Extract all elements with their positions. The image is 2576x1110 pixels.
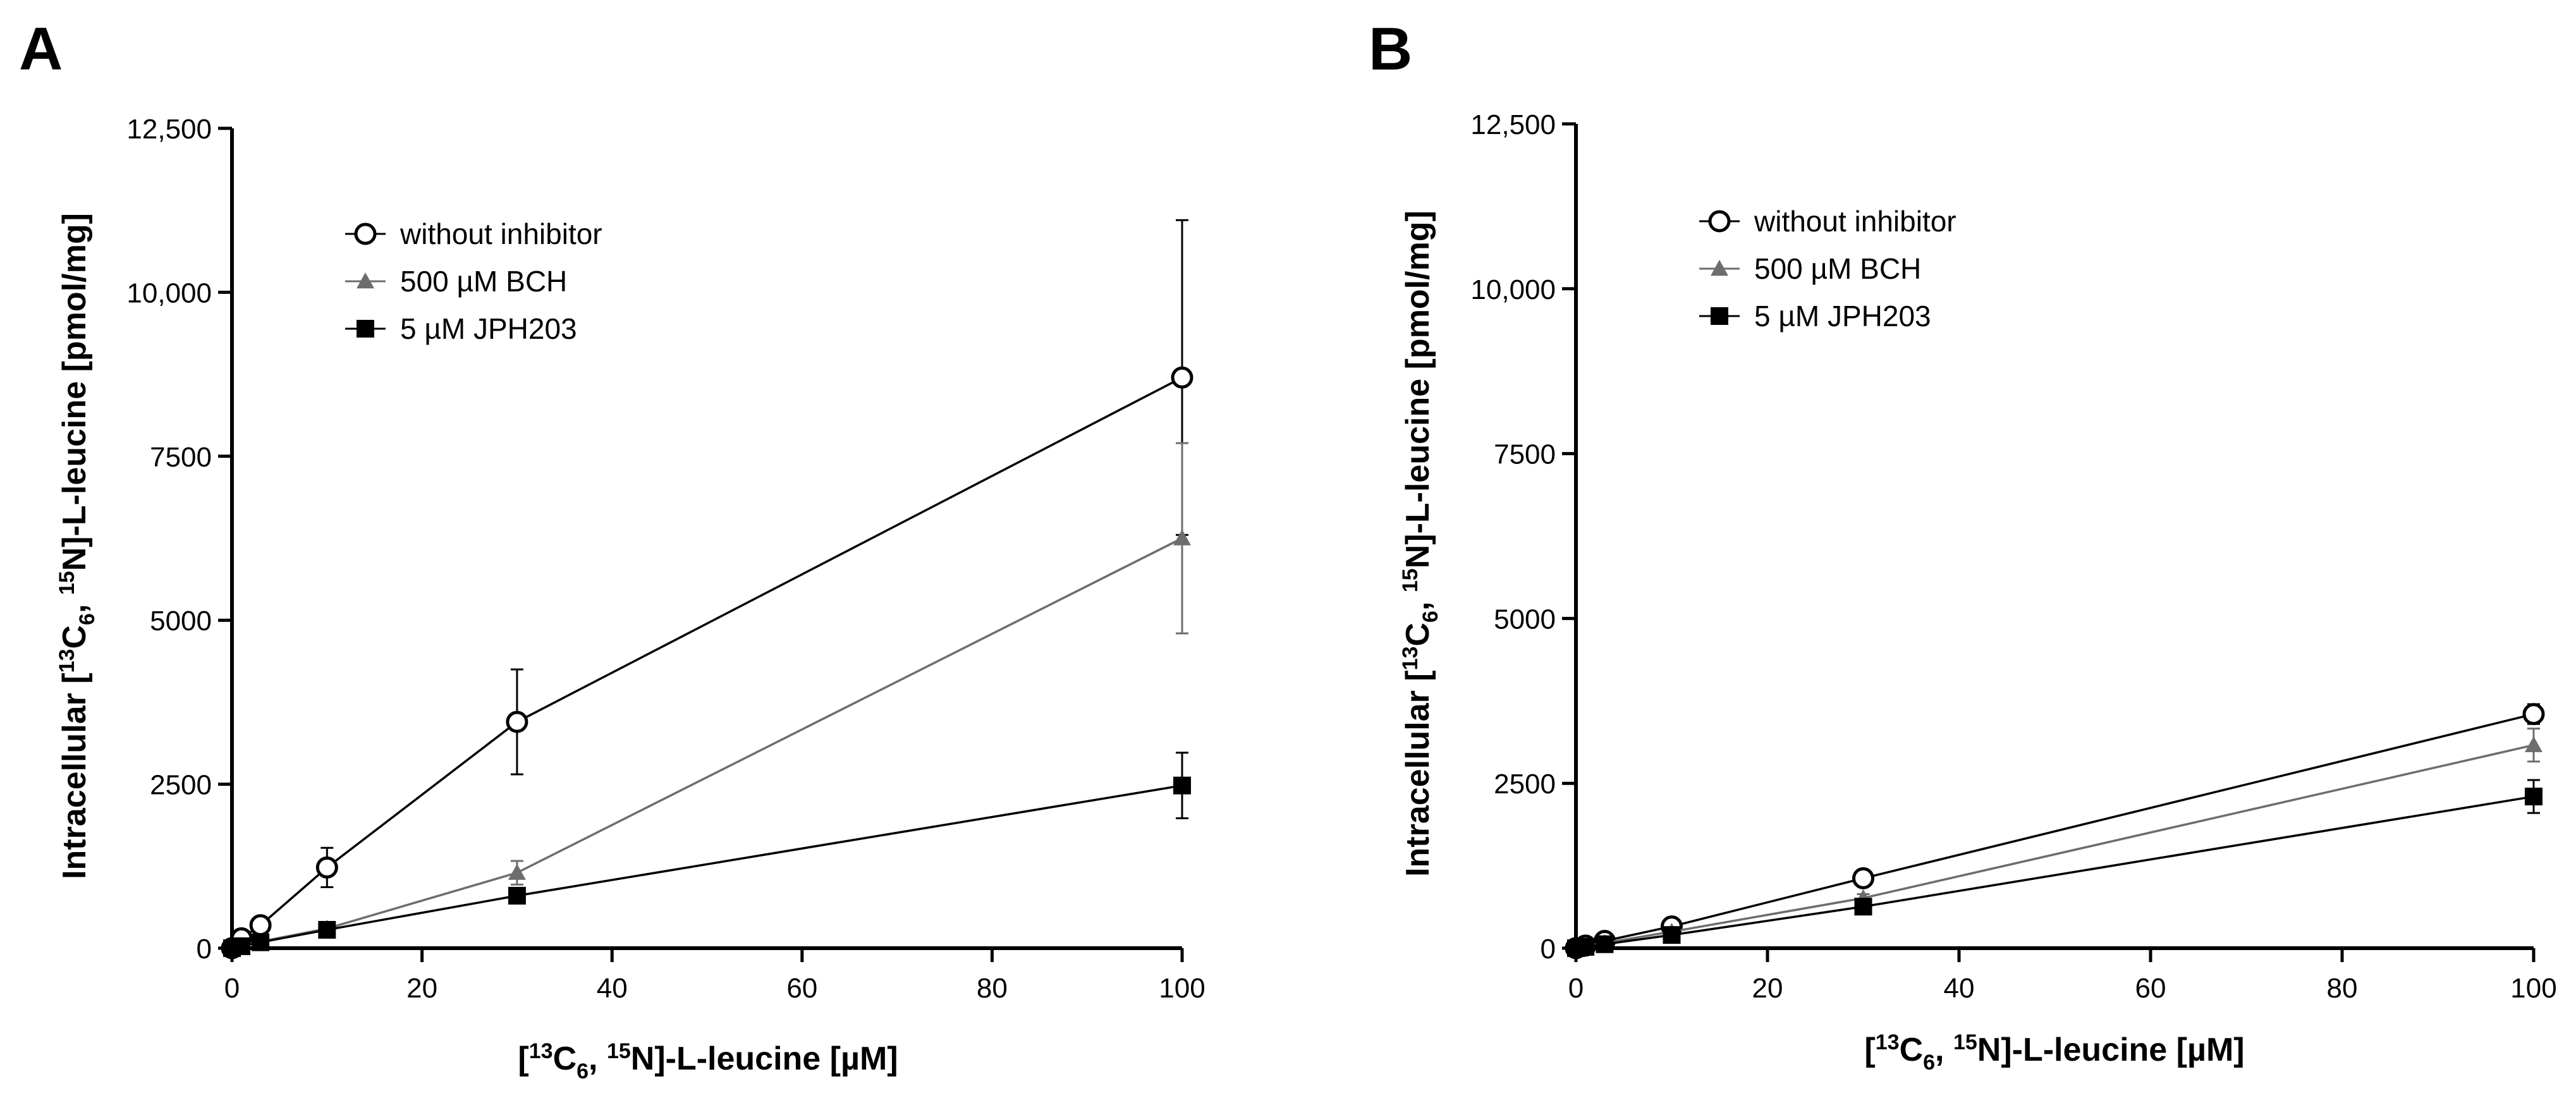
data-point: [1596, 935, 1614, 953]
x-tick-label: 60: [786, 973, 817, 1004]
x-tick-label: 60: [2135, 973, 2166, 1004]
data-point: [318, 920, 336, 939]
data-point: [506, 711, 528, 733]
legend-marker: [354, 223, 377, 245]
data-point: [249, 914, 272, 937]
y-tick-label: 12,500: [126, 114, 212, 145]
legend-marker: [357, 320, 374, 338]
y-tick-label: 0: [1541, 934, 1556, 965]
panel-b: B Intracellular [13C6, 15N]-L-leucine [p…: [1369, 15, 2557, 1075]
legend-item: 5 µM JPH203: [345, 312, 577, 345]
x-tick-label: 0: [224, 973, 240, 1004]
legend-item: 500 µM BCH: [1699, 252, 1921, 285]
data-point: [2525, 788, 2542, 806]
legend-item: 5 µM JPH203: [1699, 300, 1931, 332]
panel-letter-a: A: [19, 15, 63, 83]
panel-a: A Intracellular [13C6, 15N]-L-leucine [p…: [19, 15, 1206, 1083]
y-tick-label: 2500: [150, 770, 212, 801]
data-point: [1852, 867, 1874, 889]
data-point: [315, 856, 338, 879]
legend-label: 500 µM BCH: [1754, 252, 1921, 285]
x-tick-label: 40: [1944, 973, 1975, 1004]
y-axis-title: Intracellular [13C6, 15N]-L-leucine [pmo…: [1398, 210, 1443, 877]
y-tick-label: 7500: [1494, 439, 1556, 470]
x-tick-label: 80: [977, 973, 1008, 1004]
series-line: [1575, 743, 2534, 949]
x-tick-label: 100: [1159, 973, 1205, 1004]
series-square: [1567, 779, 2542, 957]
data-point: [2525, 736, 2542, 752]
data-point: [508, 886, 526, 905]
series-triangle: [223, 442, 1191, 956]
legend-marker: [1711, 260, 1728, 276]
series-triangle: [1567, 728, 2542, 956]
data-point: [2522, 703, 2545, 726]
y-axis-title: Intracellular [13C6, 15N]-L-leucine [pmo…: [55, 213, 99, 879]
legend-label: 5 µM JPH203: [1754, 300, 1931, 332]
y-tick-label: 5000: [1494, 604, 1556, 635]
data-point: [233, 937, 251, 955]
x-tick-label: 20: [406, 973, 437, 1004]
data-point: [252, 933, 270, 951]
data-point: [1663, 926, 1681, 944]
x-axis-title: [13C6, 15N]-L-leucine [µM]: [1864, 1030, 2244, 1075]
series-square: [223, 752, 1191, 957]
x-tick-label: 40: [597, 973, 628, 1004]
x-tick-label: 20: [1752, 973, 1783, 1004]
y-tick-label: 5000: [150, 606, 212, 637]
legend-label: without inhibitor: [400, 217, 602, 250]
panel-letter-b: B: [1369, 15, 1412, 83]
series-line: [1575, 712, 2534, 949]
y-tick-label: 10,000: [126, 278, 212, 308]
legend-label: 5 µM JPH203: [400, 312, 577, 345]
data-point: [1171, 366, 1193, 389]
series-line: [1575, 795, 2534, 949]
y-tick-label: 12,500: [1470, 109, 1556, 140]
series-line: [231, 376, 1183, 949]
legend-marker: [1711, 307, 1728, 325]
data-point: [1854, 898, 1872, 916]
legend-item: 500 µM BCH: [345, 265, 567, 298]
series-open-circle: [1565, 703, 2545, 960]
legend-label: 500 µM BCH: [400, 265, 567, 298]
legend-item: without inhibitor: [345, 217, 602, 250]
series-line: [231, 537, 1183, 949]
x-tick-label: 0: [1568, 973, 1584, 1004]
x-tick-label: 80: [2327, 973, 2358, 1004]
data-point: [1173, 776, 1191, 795]
legend-label: without inhibitor: [1754, 205, 1956, 238]
legend-marker: [1708, 210, 1731, 233]
x-axis-title: [13C6, 15N]-L-leucine [µM]: [518, 1039, 898, 1083]
data-point: [1173, 529, 1191, 546]
data-point: [1577, 937, 1595, 956]
series-line: [231, 784, 1183, 949]
legend-marker: [357, 272, 374, 289]
y-tick-label: 10,000: [1470, 274, 1556, 305]
x-tick-label: 100: [2510, 973, 2556, 1004]
y-tick-label: 7500: [150, 442, 212, 473]
legend-item: without inhibitor: [1699, 205, 1956, 238]
y-tick-label: 2500: [1494, 769, 1556, 800]
y-tick-label: 0: [197, 934, 212, 965]
data-point: [508, 863, 526, 880]
